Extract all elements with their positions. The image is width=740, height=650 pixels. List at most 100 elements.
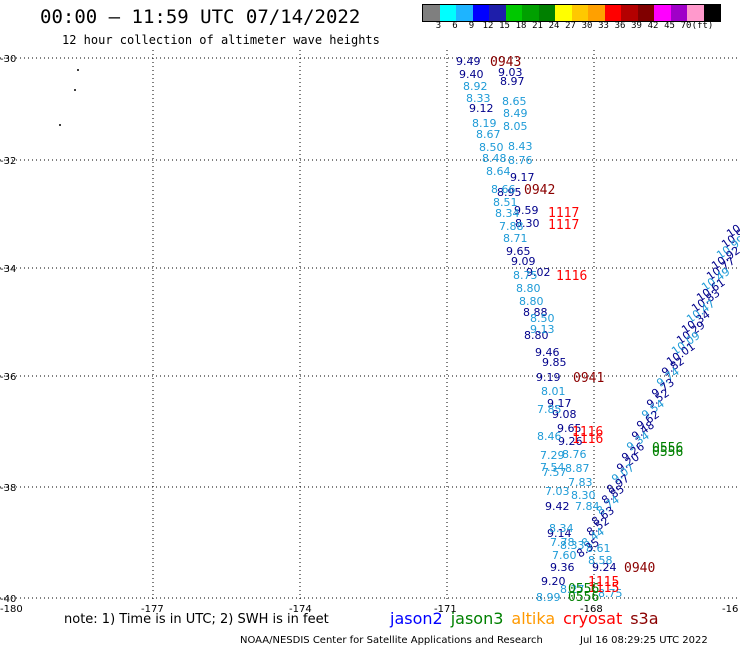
color-swatch (588, 5, 605, 21)
color-scale-label: 9 (468, 21, 475, 31)
wave-height-value: 8.58 (588, 554, 613, 567)
overpass-time-label: 0556 (568, 582, 599, 597)
color-scale-label: 15 (499, 21, 510, 31)
wave-height-value: 9.42 (545, 500, 570, 513)
wave-height-value: 8.50 (479, 141, 504, 154)
overpass-time-label: 1115 (588, 581, 619, 596)
color-swatch (555, 5, 572, 21)
wave-height-value: 7.78 (550, 536, 575, 549)
color-swatch (439, 5, 456, 21)
wave-height-value: 9.20 (541, 575, 566, 588)
color-swatch (472, 5, 489, 21)
wave-height-value: 9.03 (498, 66, 523, 79)
wave-height-value: 9.14 (547, 527, 572, 540)
overpass-time-label: 1117 (548, 218, 579, 233)
color-swatch (637, 5, 654, 21)
overpass-time-label: 1115 (588, 575, 619, 590)
wave-height-value: 9.19 (536, 371, 561, 384)
x-tick-label: -177 (141, 604, 164, 615)
x-tick-label: -168 (580, 604, 603, 615)
color-scale-label: 24 (548, 21, 560, 31)
color-scale-bar (422, 4, 721, 22)
wave-height-value: 9.26 (558, 435, 583, 448)
legend-cryosat: cryosat (563, 609, 623, 628)
color-swatch (654, 5, 671, 21)
y-tick-label: -38 (0, 483, 16, 494)
island-dot (59, 124, 61, 126)
island-dot (74, 89, 76, 91)
y-tick-label: -34 (0, 264, 16, 275)
wave-height-value: 8.30 (571, 489, 596, 502)
color-swatch (703, 5, 720, 21)
color-scale-label: 18 (515, 21, 527, 31)
color-scale-labels: 3 6 9 12 15 18 21 24 27 30 33 36 39 42 45 70 (ft) (422, 21, 740, 33)
wave-height-value: 8.80 (516, 282, 541, 295)
color-scale-label: 39 (631, 21, 642, 31)
wave-height-value: 7.83 (568, 476, 593, 489)
color-scale-label: 3 (435, 21, 442, 31)
y-tick-label: -30 (0, 54, 16, 65)
color-scale-label: 42 (647, 21, 659, 31)
color-swatch (687, 5, 704, 21)
color-swatch (489, 5, 506, 21)
color-swatch (604, 5, 621, 21)
wave-height-value: 9.02 (526, 266, 551, 279)
legend-jason2: jason2 (390, 609, 443, 628)
color-scale-label: 30 (581, 21, 593, 31)
overpass-time-label: 1116 (572, 425, 603, 440)
wave-height-value: 7.84 (575, 500, 600, 513)
wave-height-value: 8.76 (562, 448, 587, 461)
wave-height-value: 8.97 (500, 75, 525, 88)
wave-height-value: 7.29 (540, 449, 565, 462)
wave-height-value: 8.05 (503, 120, 528, 133)
wave-height-value: 8.46 (537, 430, 562, 443)
color-swatch (670, 5, 687, 21)
wave-height-value: 8.01 (541, 385, 566, 398)
map-title: 00:00 – 11:59 UTC 07/14/2022 (40, 6, 361, 28)
overpass-time-label: 0556 (568, 590, 599, 605)
wave-height-value: 9.49 (456, 55, 481, 68)
wave-height-value: 8.43 (508, 140, 533, 153)
wave-height-value: 8.80 (524, 329, 549, 342)
wave-height-value: 8.71 (503, 232, 528, 245)
color-scale-label: 36 (614, 21, 626, 31)
island-dot (77, 69, 79, 71)
wave-height-value: 8.64 (486, 165, 511, 178)
overpass-time-label: 1116 (556, 269, 587, 284)
wave-height-value: 9.85 (542, 356, 567, 369)
wave-height-value: 9.12 (469, 102, 494, 115)
color-scale-label: (ft) (691, 21, 714, 31)
wave-height-value: 9.08 (552, 408, 577, 421)
color-scale-label: 6 (452, 21, 458, 31)
legend-altika: altika (511, 609, 556, 628)
wave-height-value: 8.34 (549, 522, 574, 535)
wave-height-value: 8.33 (466, 92, 491, 105)
wave-height-value: 9.17 (547, 397, 572, 410)
wave-height-value: 8.51 (493, 196, 518, 209)
wave-height-value: 9.13 (530, 323, 555, 336)
wave-height-value: 8.99 (536, 591, 561, 604)
x-tick-label: -174 (289, 604, 312, 615)
wave-height-value: 8.88 (523, 306, 548, 319)
wave-height-value: 8.95 (497, 186, 522, 199)
satellite-legend: jason2 jason3 altika cryosat s3a (390, 609, 667, 628)
color-swatch (571, 5, 588, 21)
color-swatch (522, 5, 539, 21)
wave-height-value: 9.24 (592, 561, 617, 574)
overpass-time-label: 0556 (652, 445, 683, 460)
color-swatch (423, 5, 440, 21)
legend-jason3: jason3 (450, 609, 504, 628)
color-scale-label: 21 (532, 21, 543, 31)
overpass-time-label: 0940 (624, 561, 655, 576)
wave-height-value: 7.54 (540, 461, 565, 474)
x-tick-label: -171 (434, 604, 457, 615)
wave-height-value: 7.88 (499, 220, 524, 233)
color-scale-label: 27 (565, 21, 576, 31)
wave-height-value: 9.65 (557, 422, 582, 435)
x-tick-label: -180 (0, 604, 23, 615)
color-swatch (505, 5, 522, 21)
color-scale-label: 33 (598, 21, 609, 31)
wave-height-value: 9.36 (550, 561, 575, 574)
wave-height-value: 9.17 (510, 171, 535, 184)
wave-height-value: 8.19 (472, 117, 497, 130)
